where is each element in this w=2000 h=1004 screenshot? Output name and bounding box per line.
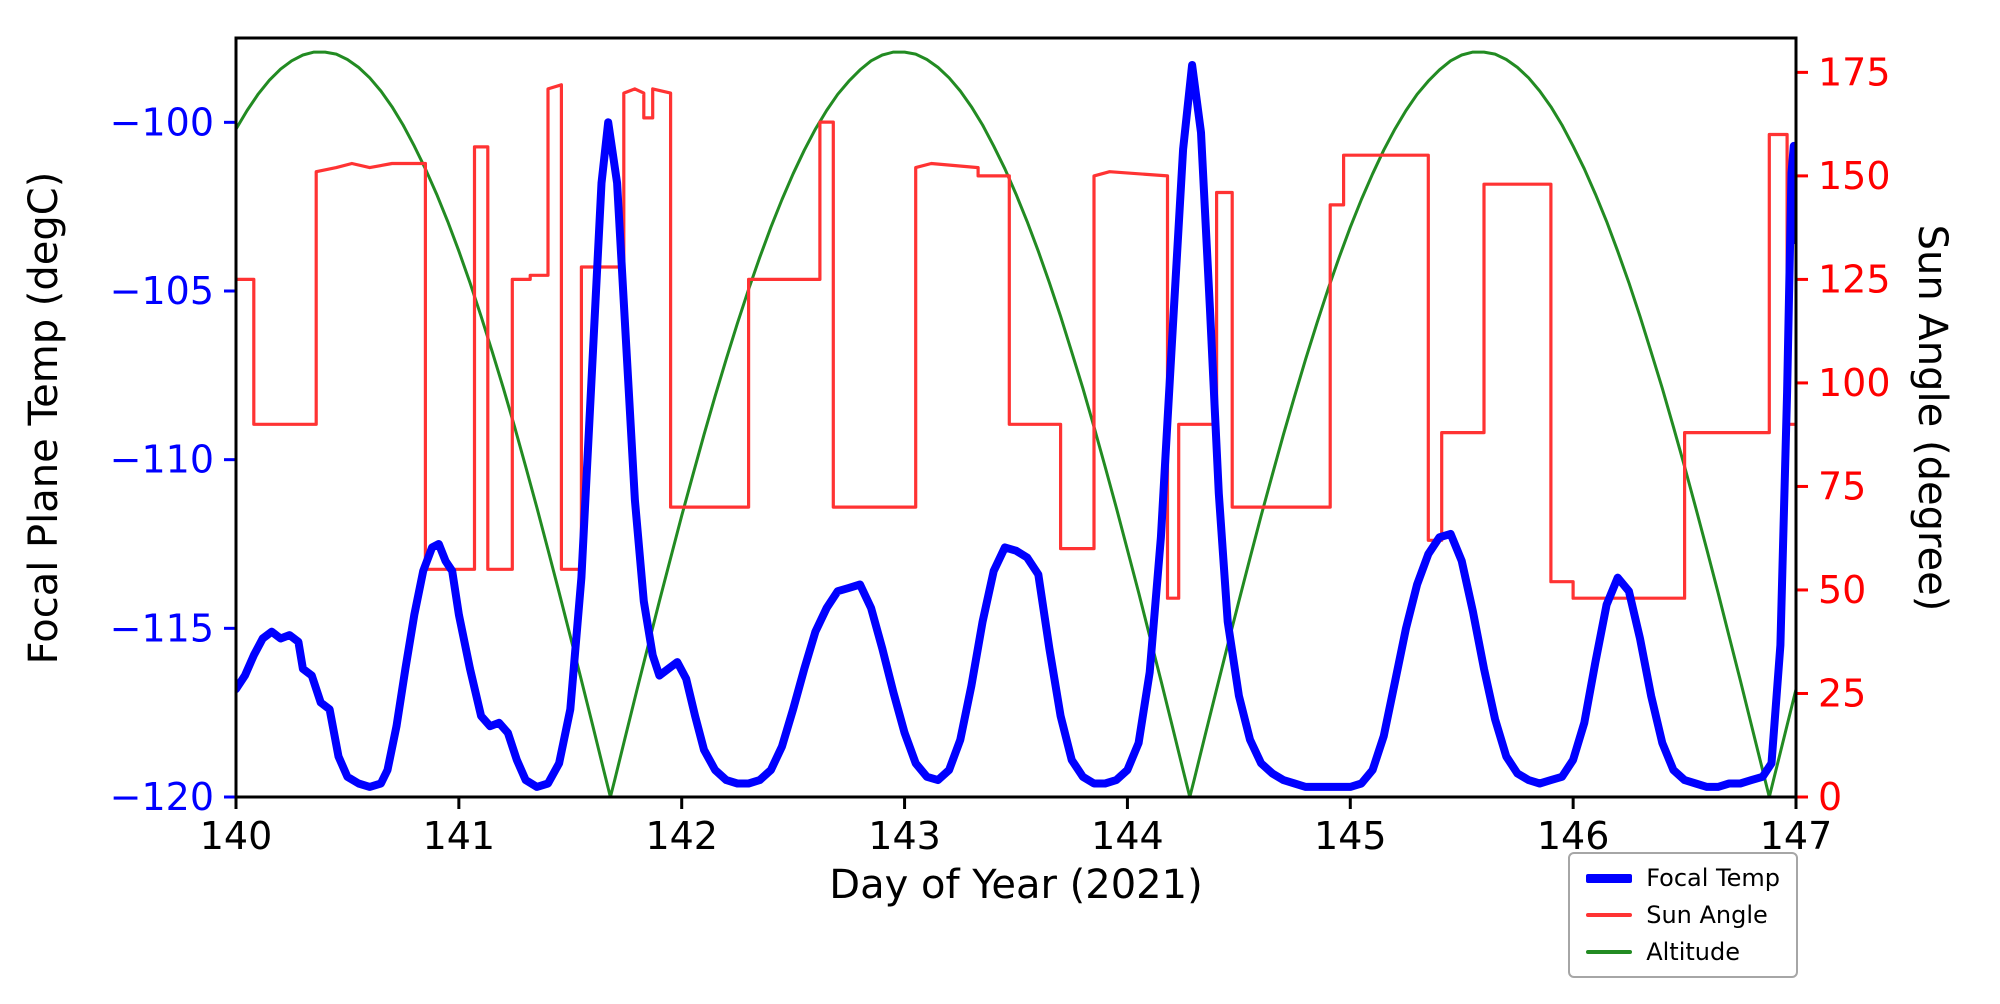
y-right-tick-label: 50 [1818, 568, 1866, 612]
series-line-sun-angle [236, 83, 1796, 600]
x-tick-label: 140 [200, 814, 273, 858]
y-left-tick-label: −115 [110, 606, 214, 650]
y-right-tick-label: 150 [1818, 154, 1891, 198]
x-tick-label: 145 [1314, 814, 1387, 858]
series-line-altitude [236, 50, 1796, 797]
y-right-tick-label: 0 [1818, 775, 1842, 819]
legend-label-sun-angle: Sun Angle [1646, 901, 1768, 929]
legend-swatch-altitude [1586, 950, 1633, 954]
series-line-focal-temp [236, 61, 1796, 791]
y-left-tick-label: −120 [110, 775, 214, 819]
x-tick-label: 146 [1537, 814, 1610, 858]
y-left-tick-label: −105 [110, 269, 214, 313]
legend-label-focal-temp: Focal Temp [1646, 864, 1780, 892]
y-left-tick-label: −100 [110, 100, 214, 144]
x-tick-label: 141 [423, 814, 496, 858]
legend-item-altitude: Altitude [1586, 938, 1780, 966]
y-right-tick-label: 125 [1818, 257, 1891, 301]
legend: Focal Temp Sun Angle Altitude [1568, 852, 1798, 978]
y-right-tick-label: 100 [1818, 361, 1891, 405]
legend-item-focal-temp: Focal Temp [1586, 864, 1780, 892]
x-axis-label: Day of Year (2021) [829, 862, 1203, 908]
x-tick-label: 142 [645, 814, 718, 858]
legend-label-altitude: Altitude [1646, 938, 1740, 966]
y-right-tick-label: 25 [1818, 671, 1866, 715]
y-right-tick-label: 75 [1818, 464, 1866, 508]
plot-border [234, 36, 1798, 799]
y-right-tick-label: 175 [1818, 50, 1891, 94]
legend-swatch-sun-angle [1586, 913, 1633, 917]
legend-item-sun-angle: Sun Angle [1586, 901, 1780, 929]
y-right-axis-label: Sun Angle (degree) [1909, 224, 1955, 612]
x-tick-label: 147 [1760, 814, 1833, 858]
y-left-axis-label: Focal Plane Temp (degC) [21, 171, 67, 665]
x-tick-label: 143 [868, 814, 941, 858]
legend-swatch-focal-temp [1586, 873, 1633, 883]
y-left-tick-label: −110 [110, 438, 214, 482]
x-tick-label: 144 [1091, 814, 1164, 858]
